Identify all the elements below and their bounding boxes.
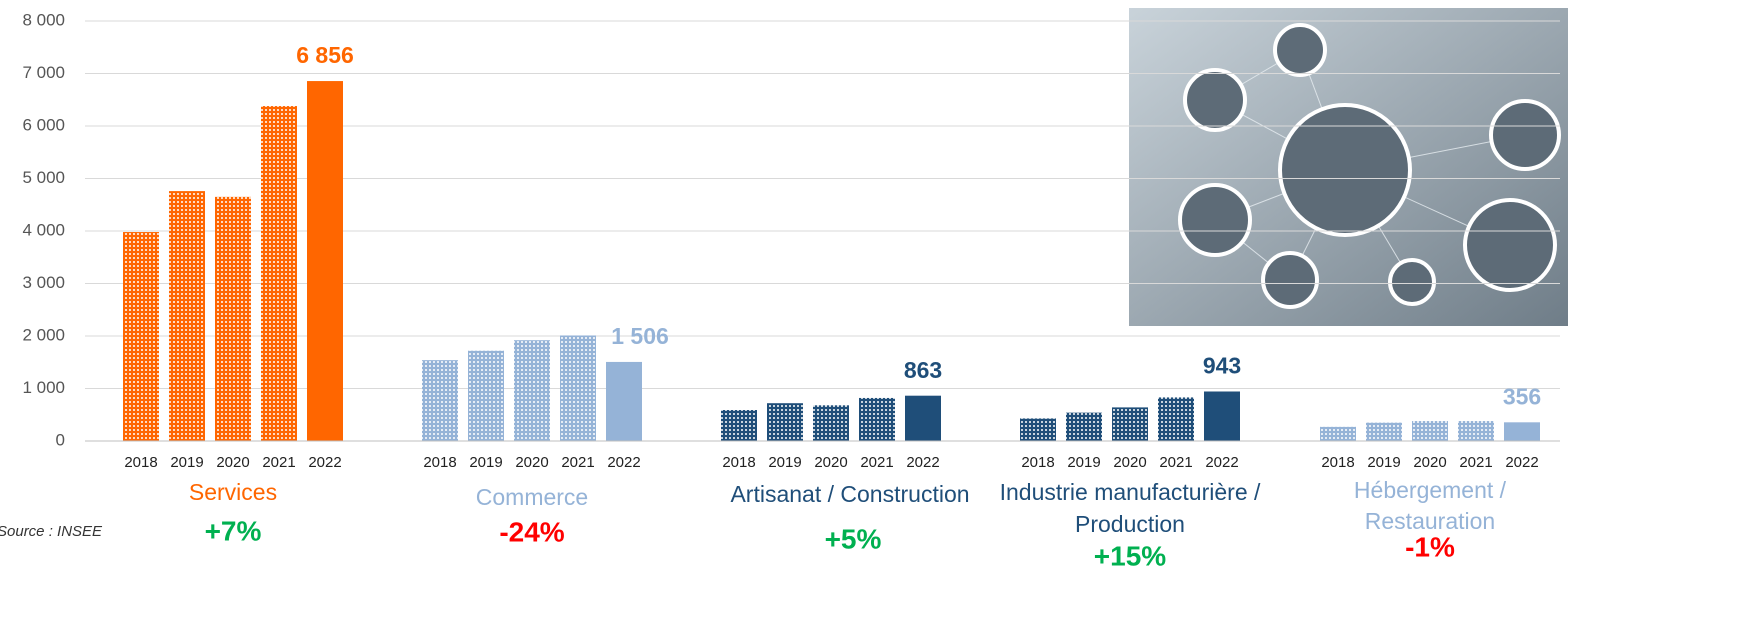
group-label: Artisanat / Construction xyxy=(730,481,969,507)
bar xyxy=(1366,422,1402,441)
bar xyxy=(1020,418,1056,441)
y-tick-label: 1 000 xyxy=(22,378,65,397)
group-label: Services xyxy=(189,479,277,505)
group-label: Hébergement / xyxy=(1354,477,1507,503)
group-label: Commerce xyxy=(476,484,588,510)
bar xyxy=(1158,397,1194,441)
bar xyxy=(905,395,941,441)
bar xyxy=(215,196,251,441)
photo xyxy=(1129,8,1568,326)
group-label: Restauration xyxy=(1365,508,1495,534)
x-tick-label: 2020 xyxy=(1113,454,1146,471)
bar xyxy=(859,397,895,441)
x-tick-label: 2021 xyxy=(1159,454,1192,471)
x-tick-label: 2018 xyxy=(1021,454,1054,471)
bar xyxy=(169,191,205,441)
bar xyxy=(514,340,550,441)
y-tick-label: 0 xyxy=(56,430,65,449)
value-label: 943 xyxy=(1203,353,1241,379)
bar xyxy=(123,232,159,441)
x-tick-label: 2019 xyxy=(170,454,203,471)
change-label: -1% xyxy=(1405,531,1455,562)
y-tick-label: 4 000 xyxy=(22,220,65,239)
source-note: Source : INSEE xyxy=(0,523,103,540)
x-tick-label: 2022 xyxy=(308,454,341,471)
group-label: Industrie manufacturière / xyxy=(1000,479,1261,505)
x-tick-label: 2019 xyxy=(1067,454,1100,471)
bar xyxy=(813,405,849,441)
x-tick-label: 2019 xyxy=(469,454,502,471)
x-tick-label: 2020 xyxy=(814,454,847,471)
bar xyxy=(468,350,504,441)
x-tick-label: 2018 xyxy=(1321,454,1354,471)
value-label: 1 506 xyxy=(611,323,669,349)
x-tick-label: 2020 xyxy=(1413,454,1446,471)
bar xyxy=(261,106,297,442)
y-tick-label: 5 000 xyxy=(22,168,65,187)
x-tick-label: 2021 xyxy=(262,454,295,471)
bar xyxy=(422,360,458,441)
x-tick-label: 2022 xyxy=(906,454,939,471)
x-tick-label: 2019 xyxy=(768,454,801,471)
change-label: +15% xyxy=(1094,540,1166,571)
value-label: 356 xyxy=(1503,383,1541,409)
bar xyxy=(1112,407,1148,441)
x-tick-label: 2019 xyxy=(1367,454,1400,471)
x-tick-label: 2018 xyxy=(124,454,157,471)
y-tick-label: 8 000 xyxy=(22,10,65,29)
x-tick-label: 2018 xyxy=(423,454,456,471)
x-tick-label: 2018 xyxy=(722,454,755,471)
change-label: -24% xyxy=(499,516,564,547)
bar xyxy=(1412,421,1448,441)
x-tick-label: 2022 xyxy=(1205,454,1238,471)
y-tick-label: 2 000 xyxy=(22,325,65,344)
bar xyxy=(1504,422,1540,441)
x-tick-label: 2020 xyxy=(515,454,548,471)
x-tick-label: 2021 xyxy=(860,454,893,471)
bar xyxy=(1204,391,1240,441)
bar xyxy=(1066,412,1102,441)
y-tick-label: 6 000 xyxy=(22,115,65,134)
x-tick-label: 2021 xyxy=(1459,454,1492,471)
value-label: 863 xyxy=(904,357,942,383)
x-tick-label: 2020 xyxy=(216,454,249,471)
x-tick-label: 2022 xyxy=(1505,454,1538,471)
bar xyxy=(307,81,343,441)
bar xyxy=(606,361,642,441)
bar xyxy=(1458,421,1494,441)
x-tick-label: 2022 xyxy=(607,454,640,471)
bar xyxy=(767,403,803,441)
y-tick-label: 7 000 xyxy=(22,63,65,82)
change-label: +7% xyxy=(205,515,262,546)
group-label: Production xyxy=(1075,511,1185,537)
bar xyxy=(1320,426,1356,441)
change-label: +5% xyxy=(825,523,882,554)
bar xyxy=(560,335,596,441)
x-tick-label: 2021 xyxy=(561,454,594,471)
y-tick-label: 3 000 xyxy=(22,273,65,292)
bar xyxy=(721,410,757,441)
value-label: 6 856 xyxy=(296,42,354,68)
